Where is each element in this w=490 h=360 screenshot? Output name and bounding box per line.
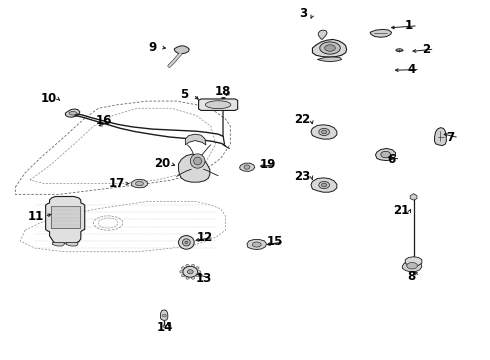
Polygon shape (132, 179, 147, 188)
Polygon shape (247, 239, 267, 249)
Text: 4: 4 (407, 63, 415, 76)
Polygon shape (318, 30, 327, 40)
Ellipse shape (196, 267, 199, 269)
Polygon shape (313, 40, 346, 57)
Polygon shape (370, 30, 392, 37)
Text: 21: 21 (393, 204, 410, 217)
Text: 5: 5 (180, 88, 189, 101)
Polygon shape (52, 242, 64, 246)
Polygon shape (174, 46, 189, 54)
Polygon shape (185, 134, 206, 145)
Ellipse shape (191, 277, 195, 279)
Text: 6: 6 (388, 153, 396, 166)
Text: 17: 17 (109, 177, 125, 190)
Ellipse shape (194, 157, 201, 165)
Text: 13: 13 (196, 272, 212, 285)
Ellipse shape (319, 129, 330, 135)
Text: 7: 7 (446, 131, 454, 144)
Ellipse shape (185, 241, 188, 244)
Polygon shape (65, 109, 80, 117)
Text: 3: 3 (299, 7, 308, 20)
Ellipse shape (322, 130, 327, 134)
Polygon shape (50, 206, 80, 228)
Ellipse shape (197, 271, 201, 273)
Ellipse shape (191, 264, 195, 267)
Ellipse shape (325, 45, 335, 51)
Text: 1: 1 (405, 19, 413, 32)
Polygon shape (402, 260, 422, 272)
Text: 22: 22 (294, 113, 311, 126)
Polygon shape (240, 163, 255, 171)
Ellipse shape (181, 274, 185, 277)
Ellipse shape (162, 314, 166, 317)
Ellipse shape (319, 181, 330, 189)
Text: 23: 23 (294, 170, 311, 183)
Polygon shape (178, 154, 210, 182)
Ellipse shape (163, 325, 166, 327)
Text: 10: 10 (41, 92, 57, 105)
Ellipse shape (320, 42, 340, 54)
Polygon shape (198, 99, 238, 111)
Text: 9: 9 (148, 41, 156, 54)
Ellipse shape (196, 274, 199, 277)
Ellipse shape (182, 239, 190, 246)
Ellipse shape (186, 277, 189, 279)
Polygon shape (160, 310, 168, 320)
Ellipse shape (136, 181, 144, 186)
Polygon shape (311, 125, 337, 139)
Polygon shape (46, 197, 85, 243)
Ellipse shape (186, 264, 189, 267)
Ellipse shape (187, 270, 193, 274)
Ellipse shape (244, 165, 250, 169)
Ellipse shape (381, 151, 391, 158)
Polygon shape (410, 194, 417, 200)
Polygon shape (375, 148, 395, 161)
Ellipse shape (205, 101, 231, 109)
Ellipse shape (178, 235, 194, 249)
Text: 18: 18 (215, 85, 231, 98)
Ellipse shape (407, 262, 417, 269)
Text: 11: 11 (28, 210, 44, 223)
Text: 15: 15 (267, 235, 284, 248)
Polygon shape (318, 57, 342, 62)
Text: 2: 2 (422, 42, 430, 55)
Polygon shape (435, 128, 446, 145)
Polygon shape (311, 178, 337, 192)
Text: 8: 8 (407, 270, 415, 283)
Ellipse shape (181, 267, 185, 269)
Text: 19: 19 (259, 158, 276, 171)
Text: 20: 20 (154, 157, 170, 170)
Ellipse shape (69, 112, 77, 115)
Text: 14: 14 (156, 321, 172, 334)
Ellipse shape (396, 49, 403, 51)
Text: 16: 16 (96, 114, 113, 127)
Polygon shape (405, 257, 422, 266)
Ellipse shape (322, 183, 327, 187)
Ellipse shape (190, 154, 205, 168)
Ellipse shape (183, 266, 197, 277)
Text: 12: 12 (197, 231, 213, 244)
Polygon shape (66, 242, 78, 246)
Ellipse shape (252, 242, 261, 247)
Ellipse shape (180, 271, 183, 273)
